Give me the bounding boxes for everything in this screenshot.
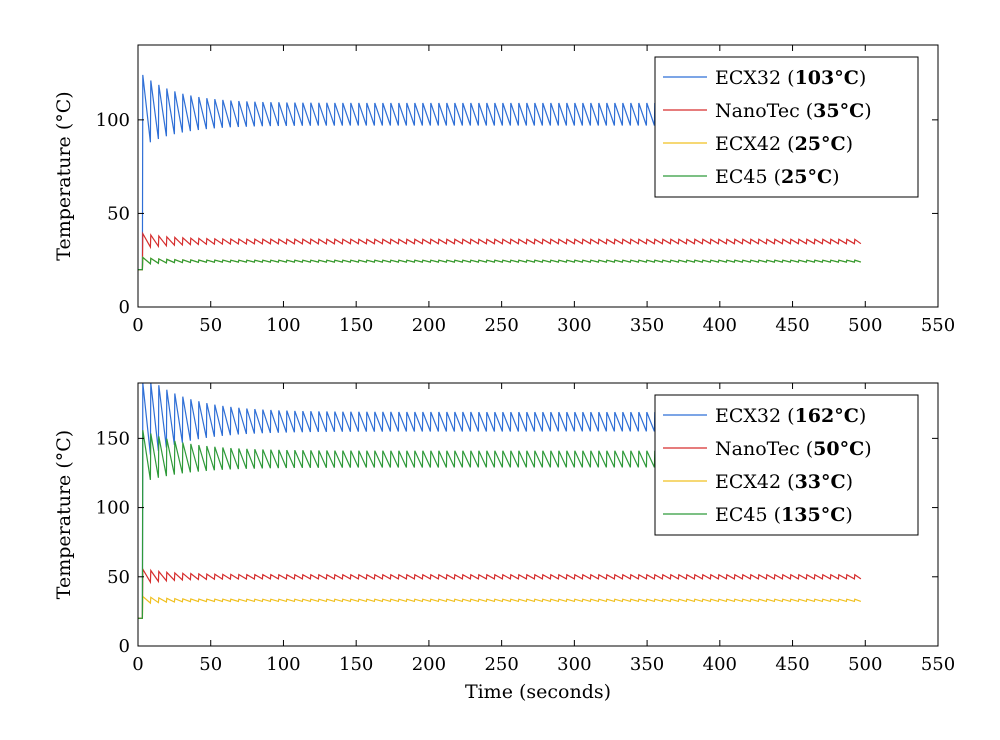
y-tick-label: 50 [107, 567, 130, 588]
x-tick-label: 50 [199, 315, 222, 336]
x-tick-label: 350 [630, 315, 664, 336]
x-tick-label: 150 [339, 654, 373, 675]
chart-panel-bottom: 0 50 100 150 200 250 300 350 400 450 500 550 0 50 100 1… [53, 382, 955, 703]
y-tick-label: 0 [119, 636, 130, 657]
series-line-ecx42 [138, 595, 862, 619]
x-tick-label: 450 [775, 315, 809, 336]
x-tick-label: 50 [199, 654, 222, 675]
x-tick-label: 350 [630, 654, 664, 675]
series-line-nanotec [138, 567, 862, 619]
legend-label-nanotec: NanoTec (50°C) [715, 438, 872, 460]
legend-label-ecx32: ECX32 (103°C) [715, 67, 866, 89]
series-line-ecx42 [138, 256, 862, 271]
series-line-nanotec [138, 231, 862, 271]
plot-frame [137, 44, 939, 308]
legend: ECX32 (103°C) NanoTec (35°C) ECX42 (25°C) E… [654, 56, 919, 198]
x-tick-label: 250 [484, 315, 518, 336]
y-axis-title: Temperature (°C) [53, 91, 75, 260]
y-tick-label: 150 [96, 428, 130, 449]
legend-label-ec45: EC45 (135°C) [715, 504, 853, 526]
y-tick-label: 0 [119, 297, 130, 318]
legend-label-ecx42: ECX42 (33°C) [715, 471, 853, 493]
x-tick-label: 0 [132, 315, 143, 336]
y-tick-label: 100 [96, 498, 130, 519]
x-tick-label: 300 [557, 315, 591, 336]
x-tick-label: 0 [132, 654, 143, 675]
series-line-ec45 [138, 256, 862, 271]
x-tick-label: 300 [557, 654, 591, 675]
plot-frame [137, 382, 939, 647]
x-tick-label: 500 [848, 654, 882, 675]
legend-box [654, 56, 919, 198]
x-tick-label: 450 [775, 654, 809, 675]
legend-label-ecx32: ECX32 (162°C) [715, 405, 866, 427]
legend-box [654, 394, 919, 536]
legend-label-ec45: EC45 (25°C) [715, 166, 840, 188]
x-tick-label: 100 [266, 654, 300, 675]
x-axis-title: Time (seconds) [465, 681, 611, 703]
y-axis-title: Temperature (°C) [53, 430, 75, 599]
x-tick-label: 150 [339, 315, 373, 336]
x-tick-label: 550 [921, 315, 955, 336]
x-tick-label: 400 [703, 315, 737, 336]
legend-label-ecx42: ECX42 (25°C) [715, 133, 853, 155]
x-tick-label: 550 [921, 654, 955, 675]
y-tick-label: 100 [96, 110, 130, 131]
x-tick-label: 200 [412, 315, 446, 336]
legend-label-nanotec: NanoTec (35°C) [715, 100, 872, 122]
x-tick-label: 500 [848, 315, 882, 336]
x-tick-label: 200 [412, 654, 446, 675]
x-tick-label: 400 [703, 654, 737, 675]
y-tick-label: 50 [107, 203, 130, 224]
legend: ECX32 (162°C) NanoTec (50°C) ECX42 (33°C) E… [654, 394, 919, 536]
x-tick-label: 100 [266, 315, 300, 336]
x-tick-label: 250 [484, 654, 518, 675]
chart-panel-top: 0 50 100 150 200 250 300 350 400 450 500 550 0 50 100 T… [53, 44, 955, 336]
